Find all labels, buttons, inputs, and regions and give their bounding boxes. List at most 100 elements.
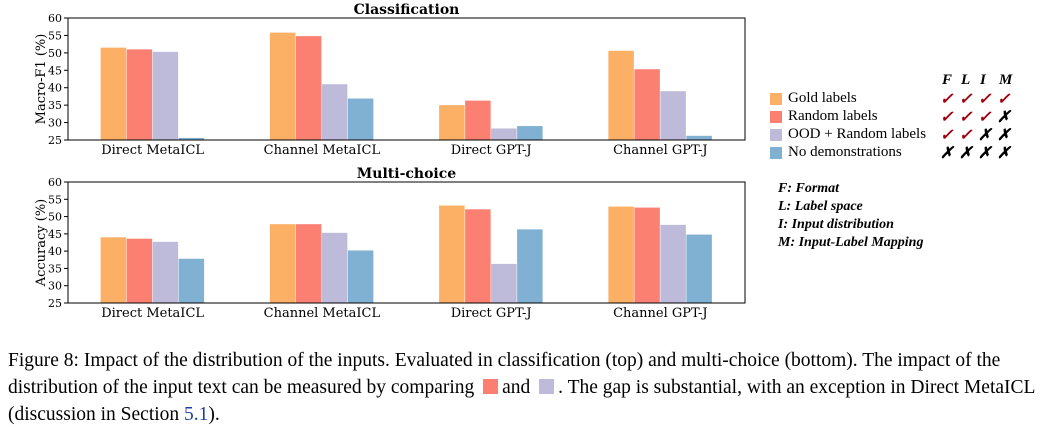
y-axis-label: Accuracy (%): [34, 199, 49, 288]
legend-row: No demonstrations ✗ ✗ ✗ ✗: [770, 144, 1042, 162]
bar: [126, 49, 153, 140]
legend-row: OOD + Random labels ✓ ✓ ✗ ✗: [770, 126, 1042, 144]
legend-criterion-l: L: [961, 72, 971, 88]
x-tick-label: Direct MetaICL: [101, 306, 204, 321]
bar: [660, 91, 686, 140]
legend: F L I M Gold labels ✓ ✓ ✓ ✓ Random labels ✓ ✓ ✓ ✗…: [770, 72, 1042, 162]
x-tick-label: Channel MetaICL: [264, 306, 381, 321]
caption-and: and: [502, 377, 531, 398]
plot-frame: [67, 181, 746, 304]
bar: [634, 69, 660, 140]
check-icon: ✓: [940, 91, 954, 108]
bar: [608, 50, 634, 140]
check-icon: ✓: [959, 127, 973, 144]
y-tick-label: 45: [48, 64, 62, 77]
legend-swatch: [770, 111, 782, 123]
bar: [465, 209, 491, 303]
bar: [295, 224, 322, 303]
x-tick-label: Channel GPT-J: [613, 306, 708, 321]
y-tick-label: 55: [48, 193, 62, 206]
bar: [660, 224, 686, 303]
legend-swatch: [770, 129, 782, 141]
caption-text-2: . The gap is substantial, with an except…: [8, 377, 1035, 425]
legend-criterion-i: I: [980, 72, 986, 88]
criteria-key: F: Format L: Label space I: Input distri…: [778, 180, 923, 252]
bar: [126, 238, 153, 303]
section-link[interactable]: 5.1: [184, 404, 209, 425]
cross-icon: ✗: [997, 127, 1011, 144]
bar: [517, 229, 543, 303]
cross-icon: ✗: [978, 145, 992, 162]
y-tick-label: 35: [48, 99, 62, 112]
legend-row: Gold labels ✓ ✓ ✓ ✓: [770, 90, 1042, 108]
check-icon: ✓: [940, 127, 954, 144]
cross-icon: ✗: [997, 109, 1011, 126]
cross-icon: ✗: [959, 145, 973, 162]
bar: [686, 135, 712, 140]
y-tick-label: 45: [48, 228, 62, 241]
bar: [100, 47, 127, 140]
bar: [269, 224, 296, 303]
y-tick-label: 30: [48, 280, 62, 293]
figure-caption: Figure 8: Impact of the distribution of …: [8, 347, 1038, 428]
figure-charts: Direct MetaICL Channel MetaICL Direct GPT-…: [34, 2, 746, 321]
bar: [634, 207, 660, 303]
y-tick-label: 30: [48, 117, 62, 130]
y-tick-label: 50: [48, 47, 62, 60]
bar: [152, 241, 179, 303]
y-tick-label: 35: [48, 262, 62, 275]
legend-label: No demonstrations: [788, 144, 902, 160]
bar: [347, 250, 374, 303]
bar: [295, 36, 322, 140]
y-tick-label: 60: [48, 176, 62, 189]
bar: [439, 205, 465, 303]
cross-icon: ✗: [940, 145, 954, 162]
cross-icon: ✗: [978, 127, 992, 144]
legend-row: Random labels ✓ ✓ ✓ ✗: [770, 108, 1042, 126]
bar: [686, 234, 712, 303]
y-tick-label: 60: [48, 12, 62, 25]
y-tick-label: 50: [48, 211, 62, 224]
x-tick-label: Channel MetaICL: [264, 143, 381, 158]
y-tick-label: 40: [48, 245, 62, 258]
bar: [465, 100, 491, 140]
bar: [491, 263, 517, 303]
bar: [491, 128, 517, 140]
key-input-distribution: I: Input distribution: [778, 217, 894, 232]
y-axis-label: Macro-F1 (%): [34, 34, 49, 125]
check-icon: ✓: [940, 109, 954, 126]
caption-text-1: Figure 8: Impact of the distribution of …: [8, 350, 1001, 398]
bar: [178, 258, 205, 303]
bar: [347, 98, 374, 140]
legend-swatch: [770, 147, 782, 159]
bar: [439, 105, 465, 140]
bar: [517, 126, 543, 140]
legend-criterion-m: M: [999, 72, 1013, 88]
check-icon: ✓: [997, 91, 1011, 108]
chart-title: Classification: [354, 2, 460, 18]
bar: [178, 137, 205, 140]
bar: [269, 32, 296, 140]
key-label-space: L: Label space: [778, 199, 863, 214]
cross-icon: ✗: [997, 145, 1011, 162]
y-tick-label: 40: [48, 82, 62, 95]
y-tick-label: 55: [48, 29, 62, 42]
plot-frame: [67, 17, 746, 141]
x-tick-label: Direct MetaICL: [101, 143, 204, 158]
check-icon: ✓: [959, 109, 973, 126]
check-icon: ✓: [978, 91, 992, 108]
x-tick-label: Direct GPT-J: [451, 306, 532, 321]
key-input-label-mapping: M: Input-Label Mapping: [778, 235, 924, 250]
caption-swatch-ood: [539, 379, 555, 394]
y-tick-label: 25: [48, 134, 62, 147]
bar: [321, 232, 348, 303]
legend-label: Gold labels: [788, 90, 857, 106]
check-icon: ✓: [959, 91, 973, 108]
caption-swatch-random: [483, 379, 499, 394]
y-tick-label: 25: [48, 297, 62, 310]
key-format: F: Format: [778, 181, 840, 196]
x-tick-label: Direct GPT-J: [451, 143, 532, 158]
chart-title: Multi-choice: [357, 166, 456, 182]
x-tick-label: Channel GPT-J: [613, 143, 708, 158]
legend-swatch: [770, 93, 782, 105]
